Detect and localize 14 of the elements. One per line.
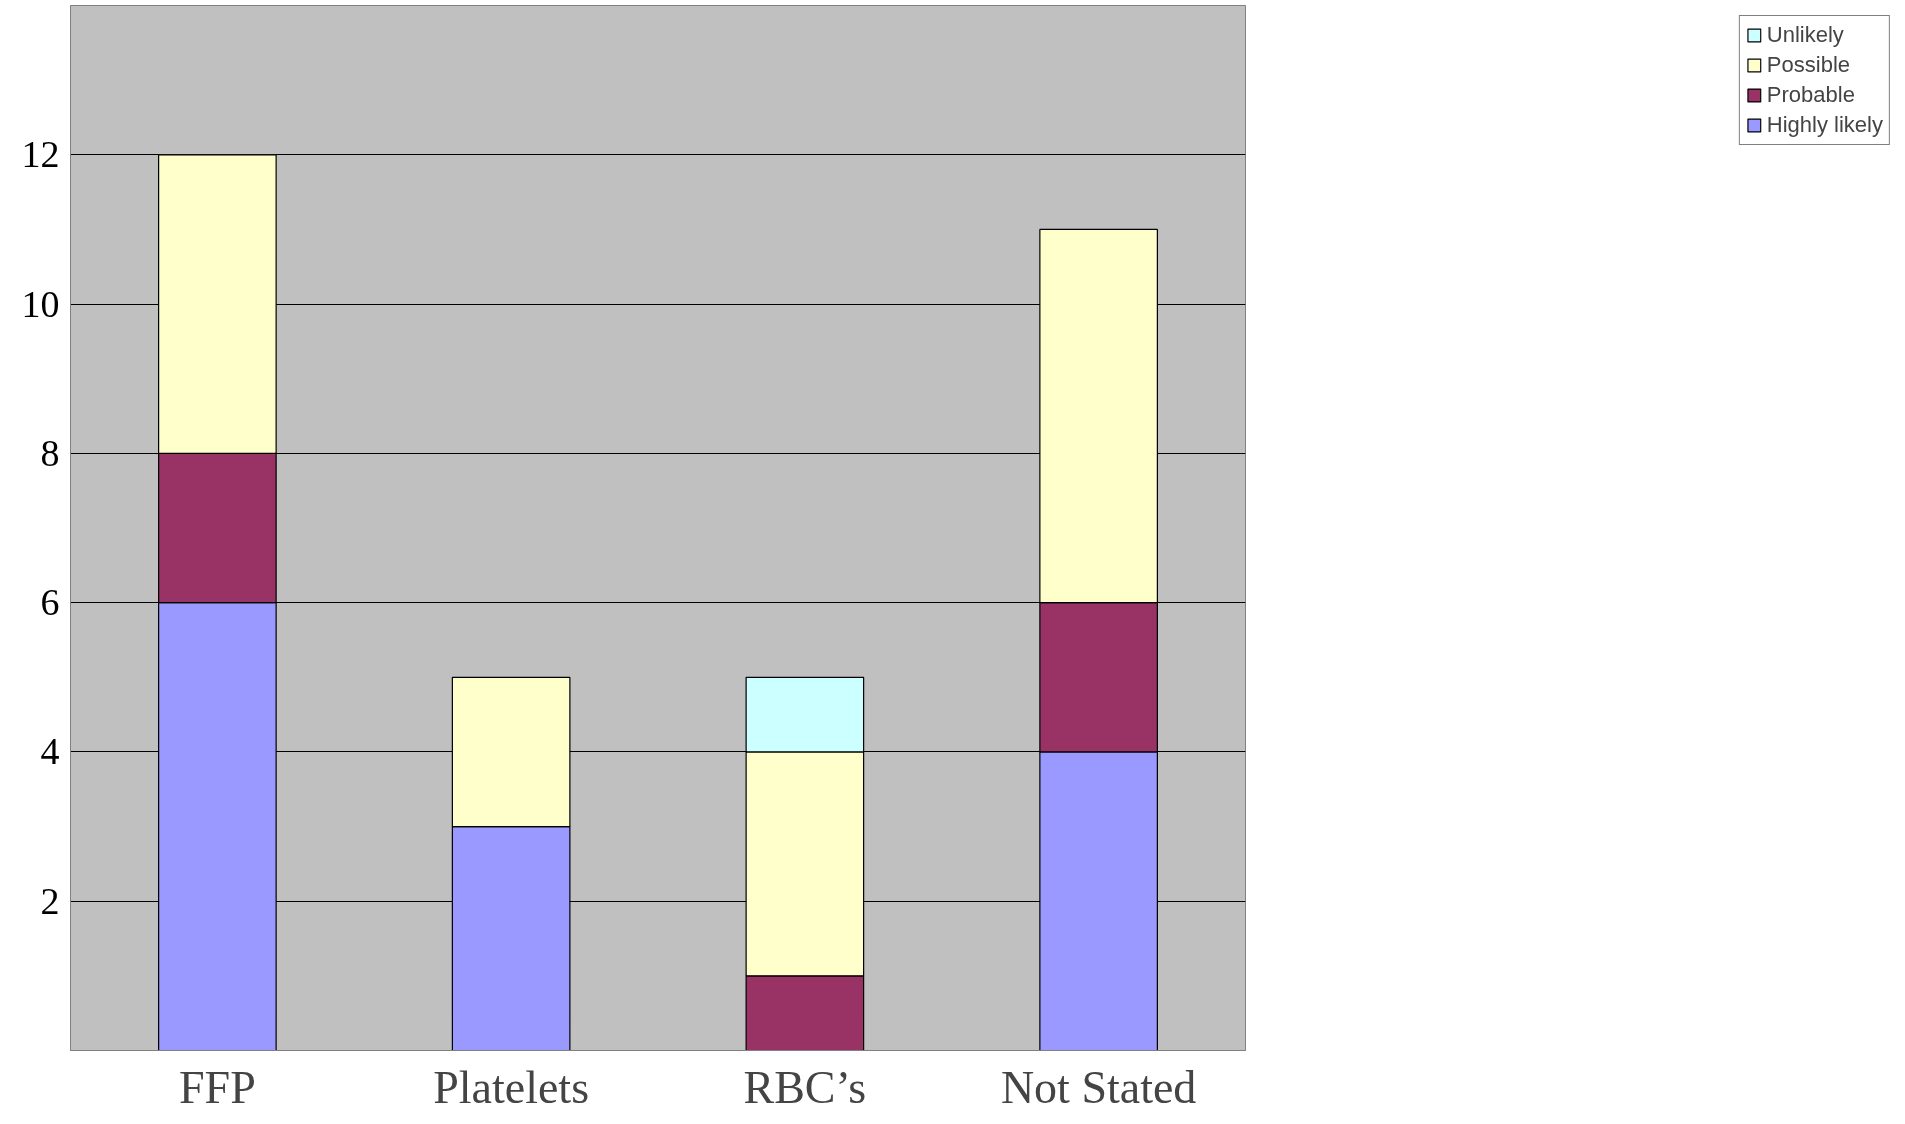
y-tick-label: 2 <box>40 879 60 922</box>
x-tick-label: FFP <box>179 1061 256 1113</box>
legend-label: Possible <box>1766 52 1850 78</box>
y-tick-label: 6 <box>40 581 60 624</box>
y-tick-label: 12 <box>21 133 60 176</box>
x-tick-label: Platelets <box>433 1061 590 1113</box>
legend-label: Highly likely <box>1766 112 1883 138</box>
x-tick-label: Not Stated <box>1000 1061 1197 1113</box>
y-tick-label: 4 <box>40 730 60 773</box>
y-tick-label: 8 <box>40 431 60 474</box>
legend-label: Unlikely <box>1766 22 1844 48</box>
y-tick-label: 10 <box>21 282 60 325</box>
legend-label: Probable <box>1766 82 1855 108</box>
x-tick-label: RBC’s <box>743 1061 867 1113</box>
